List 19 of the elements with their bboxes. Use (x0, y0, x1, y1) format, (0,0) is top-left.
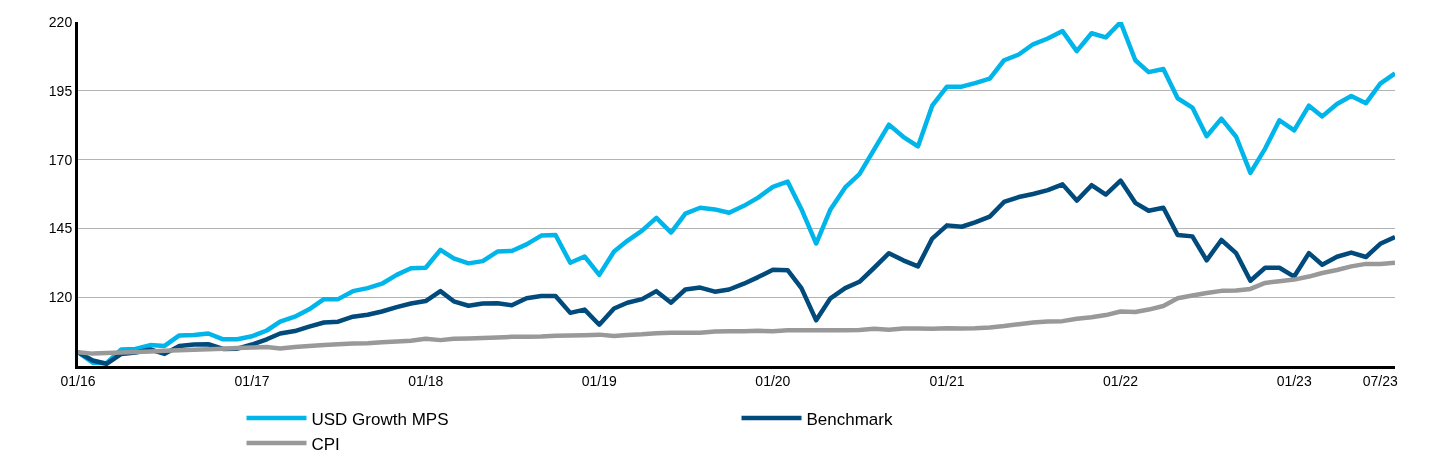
legend-label: USD Growth MPS (311, 409, 449, 429)
legend-label: Benchmark (806, 409, 893, 429)
x-tick-label: 01/19 (581, 372, 617, 389)
x-tick-label: 01/17 (234, 372, 270, 389)
y-tick-label: 145 (48, 220, 73, 237)
y-tick-label: 195 (48, 82, 73, 99)
x-tick-label: 07/23 (1362, 372, 1398, 389)
y-tick-label: 220 (48, 13, 73, 30)
x-tick-label: 01/23 (1276, 372, 1312, 389)
x-tick-label: 01/21 (929, 372, 965, 389)
x-tick-label: 01/16 (60, 372, 96, 389)
x-tick-label: 01/22 (1103, 372, 1139, 389)
y-tick-label: 120 (48, 289, 73, 306)
legend-label: CPI (311, 434, 340, 454)
x-tick-label: 01/20 (755, 372, 791, 389)
line-series (78, 260, 1395, 356)
line-series (78, 22, 1395, 366)
y-tick-label: 170 (48, 151, 73, 168)
x-tick-label: 01/18 (408, 372, 444, 389)
